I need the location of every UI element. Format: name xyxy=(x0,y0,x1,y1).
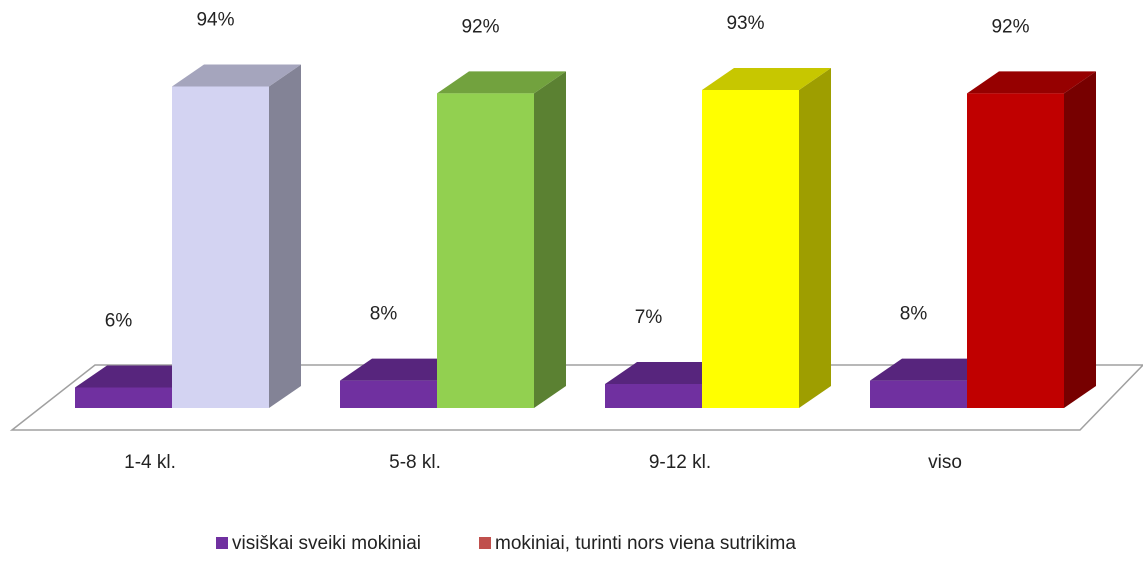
value-label: 94% xyxy=(196,10,234,31)
bar xyxy=(967,71,1096,409)
bar-front xyxy=(967,93,1064,409)
bar-top xyxy=(967,71,1096,94)
bar-front xyxy=(870,380,967,408)
value-label: 93% xyxy=(726,13,764,34)
bar xyxy=(437,71,566,409)
bar-side xyxy=(534,71,566,409)
bar-front xyxy=(437,93,534,409)
bar-front xyxy=(172,86,269,409)
bar-side xyxy=(1064,71,1096,409)
x-tick-label: 5-8 kl. xyxy=(389,452,441,473)
legend-label: mokiniai, turinti nors viena sutrikima xyxy=(495,533,796,554)
bar-top xyxy=(437,71,566,94)
x-tick-label: 1-4 kl. xyxy=(124,452,176,473)
value-label: 92% xyxy=(991,16,1029,37)
value-label: 8% xyxy=(370,304,398,325)
bar-side xyxy=(799,67,831,408)
x-tick-label: viso xyxy=(928,452,962,473)
bar-side xyxy=(269,64,301,409)
bar xyxy=(172,64,301,409)
bar-top xyxy=(172,64,301,87)
bar-top xyxy=(340,358,469,381)
bar-front xyxy=(605,384,702,408)
bar-top xyxy=(605,362,734,385)
x-tick-label: 9-12 kl. xyxy=(649,452,711,473)
value-label: 6% xyxy=(105,310,133,331)
bar-top xyxy=(870,358,999,381)
bar xyxy=(702,67,831,408)
legend-swatch xyxy=(479,537,491,549)
bar-top xyxy=(75,365,204,388)
bar-top xyxy=(702,67,831,90)
bar-front xyxy=(75,387,172,408)
value-label: 7% xyxy=(635,307,663,328)
value-label: 92% xyxy=(461,16,499,37)
bar-front xyxy=(340,380,437,408)
value-label: 8% xyxy=(900,304,928,325)
legend-label: visiškai sveiki mokiniai xyxy=(232,533,421,554)
legend-swatch xyxy=(216,537,228,549)
bar-front xyxy=(702,89,799,408)
